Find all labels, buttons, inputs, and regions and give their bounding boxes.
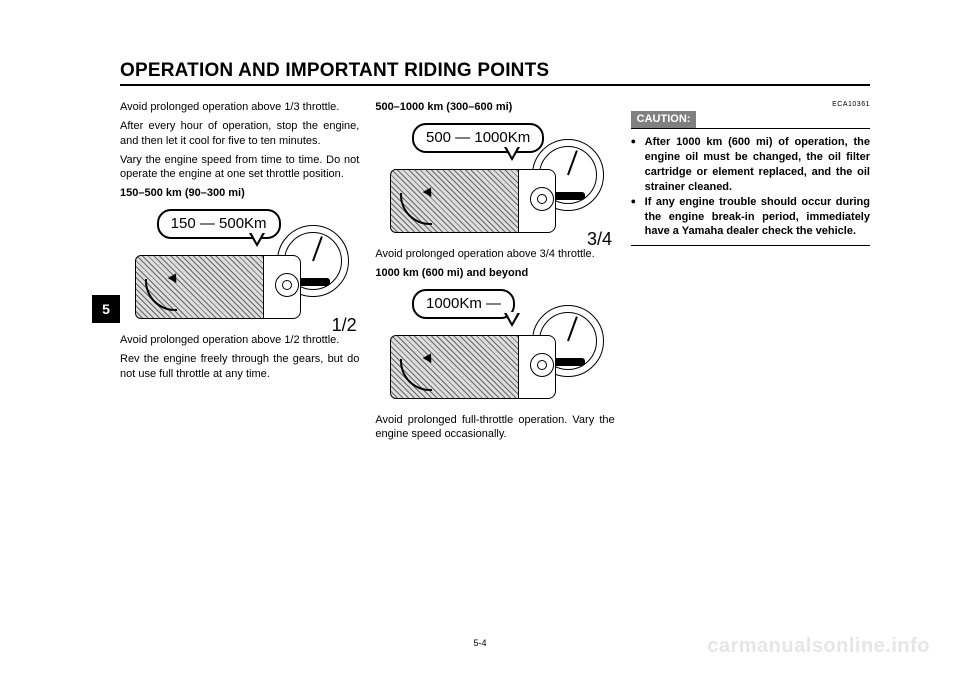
body-text: Rev the engine freely through the gears,… (120, 352, 359, 382)
range-heading: 500–1000 km (300–600 mi) (375, 100, 614, 115)
chapter-tab: 5 (92, 295, 120, 323)
page-number: 5-4 (473, 638, 486, 648)
caution-bullet: If any engine trouble should occur durin… (631, 195, 870, 240)
caution-bullet: After 1000 km (600 mi) of operation, the… (631, 135, 870, 194)
range-heading: 1000 km (600 mi) and beyond (375, 266, 614, 281)
throttle-figure-500-1000: 500 — 1000Km 3/4 (380, 121, 610, 241)
column-3: ECA10361 CAUTION: After 1000 km (600 mi)… (631, 100, 870, 446)
column-1: Avoid prolonged operation above 1/3 thro… (120, 100, 359, 446)
body-text: Avoid prolonged full-throttle operation.… (375, 413, 614, 443)
km-range-bubble: 500 — 1000Km (412, 123, 544, 153)
grip-knob-icon (530, 187, 554, 211)
manual-page: OPERATION AND IMPORTANT RIDING POINTS 5 … (0, 0, 960, 678)
bubble-tail-icon (249, 233, 265, 247)
throttle-figure-150-500: 150 — 500Km 1/2 (125, 207, 355, 327)
page-title: OPERATION AND IMPORTANT RIDING POINTS (120, 60, 870, 82)
reference-code: ECA10361 (631, 100, 870, 109)
throttle-diagram: 1000Km — (380, 287, 610, 407)
caution-bullets: After 1000 km (600 mi) of operation, the… (631, 135, 870, 239)
watermark: carmanualsonline.info (707, 635, 930, 658)
body-text: Vary the engine speed from time to time.… (120, 153, 359, 183)
page-header: OPERATION AND IMPORTANT RIDING POINTS (120, 60, 870, 86)
km-range-bubble: 1000Km — (412, 289, 515, 319)
caution-bottom-rule (631, 245, 870, 246)
caution-rule (631, 128, 870, 129)
content-columns: Avoid prolonged operation above 1/3 thro… (120, 100, 870, 446)
throttle-fraction-label: 1/2 (332, 313, 357, 337)
column-2: 500–1000 km (300–600 mi) 500 — 1000Km 3/… (375, 100, 614, 446)
grip-knob-icon (275, 273, 299, 297)
body-text: Avoid prolonged operation above 1/3 thro… (120, 100, 359, 115)
bubble-tail-icon (504, 147, 520, 161)
bubble-tail-icon (504, 313, 520, 327)
throttle-diagram: 150 — 500Km 1/2 (125, 207, 355, 327)
body-text: Avoid prolonged operation above 3/4 thro… (375, 247, 614, 262)
range-heading: 150–500 km (90–300 mi) (120, 186, 359, 201)
caution-label: CAUTION: (631, 111, 697, 128)
body-text: Avoid prolonged operation above 1/2 thro… (120, 333, 359, 348)
throttle-fraction-label: 3/4 (587, 227, 612, 251)
body-text: After every hour of operation, stop the … (120, 119, 359, 149)
grip-knob-icon (530, 353, 554, 377)
throttle-diagram: 500 — 1000Km 3/4 (380, 121, 610, 241)
throttle-figure-1000: 1000Km — (380, 287, 610, 407)
